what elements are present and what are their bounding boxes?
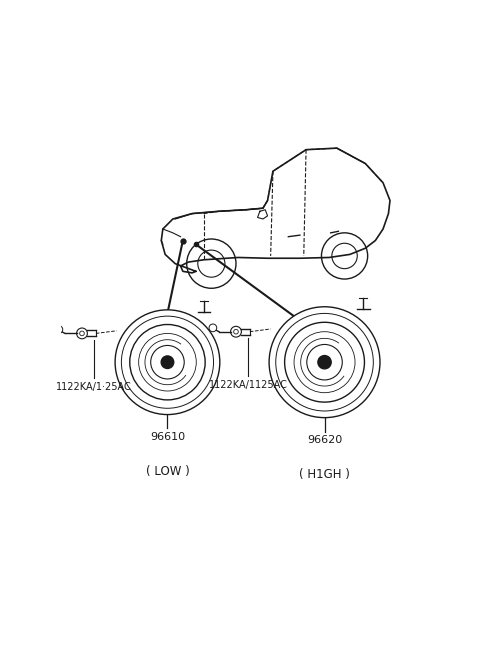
Circle shape <box>161 356 174 369</box>
Text: ( LOW ): ( LOW ) <box>145 464 189 478</box>
Circle shape <box>115 310 220 415</box>
Circle shape <box>230 327 241 337</box>
Circle shape <box>187 239 236 288</box>
Circle shape <box>322 233 368 279</box>
Circle shape <box>332 243 357 269</box>
Text: 1122KA/1·25AC: 1122KA/1·25AC <box>57 382 132 392</box>
Text: ( H1GH ): ( H1GH ) <box>299 468 350 481</box>
Circle shape <box>269 307 380 418</box>
Circle shape <box>209 324 217 332</box>
Circle shape <box>318 355 331 369</box>
Text: 1122KA/1125AC: 1122KA/1125AC <box>209 380 288 390</box>
Text: 96620: 96620 <box>307 434 342 445</box>
Circle shape <box>55 326 63 333</box>
Circle shape <box>198 250 225 277</box>
Circle shape <box>77 328 87 339</box>
Text: 96610: 96610 <box>150 432 185 442</box>
